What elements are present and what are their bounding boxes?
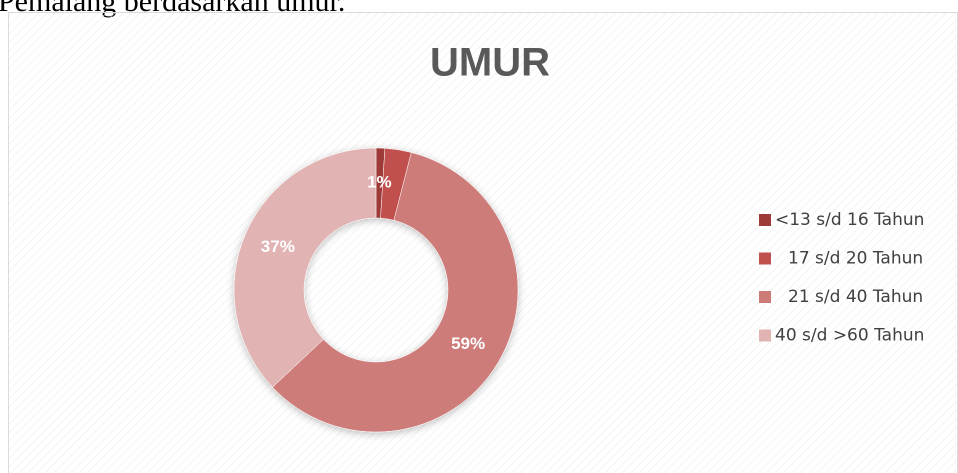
legend-swatch [759,329,771,342]
data-label: 59% [451,334,485,353]
donut-slice [272,152,519,433]
data-label: 1% [367,173,392,192]
legend: <13 s/d 16 Tahun 17 s/d 20 Tahun 21 s/d 40… [759,210,924,346]
legend-label: 21 s/d 40 Tahun [788,287,923,307]
legend-label: <13 s/d 16 Tahun [775,210,924,230]
legend-swatch [759,291,771,303]
legend-swatch [759,252,771,265]
labels: 1% 59% 37% [261,173,485,353]
legend-label: 40 s/d >60 Tahun [775,326,924,346]
donut-slice [233,147,377,388]
legend-swatch [759,214,771,226]
donut [233,147,519,433]
data-label: 37% [261,237,295,256]
legend-label: 17 s/d 20 Tahun [788,249,923,269]
chart-title: UMUR [430,41,550,85]
